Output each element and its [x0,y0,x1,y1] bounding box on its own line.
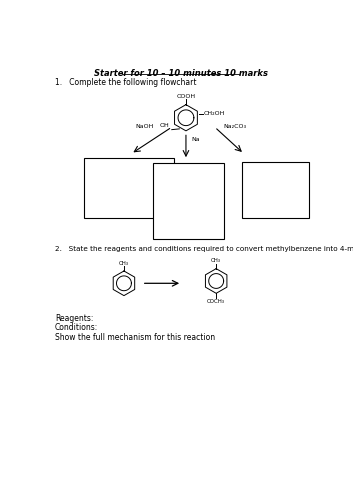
Text: Conditions:: Conditions: [55,324,98,332]
Bar [84,158,174,218]
Text: Reagents:: Reagents: [55,314,93,323]
Text: CH₃: CH₃ [211,258,221,264]
Text: Starter for 10 – 10 minutes 10 marks: Starter for 10 – 10 minutes 10 marks [94,69,268,78]
Text: Show the full mechanism for this reaction: Show the full mechanism for this reactio… [55,332,215,342]
Bar [152,163,224,238]
Text: CH₂OH: CH₂OH [204,112,225,116]
Text: NaOH: NaOH [136,124,154,130]
Text: Na: Na [191,137,200,142]
Text: 2.   State the reagents and conditions required to convert methylbenzene into 4-: 2. State the reagents and conditions req… [55,246,353,252]
Bar [242,162,309,218]
Text: CH₃: CH₃ [119,260,129,266]
Text: OH: OH [159,123,169,128]
Text: COOH: COOH [176,94,196,98]
Text: COCH₃: COCH₃ [207,298,225,304]
Text: 1.   Complete the following flowchart: 1. Complete the following flowchart [55,78,197,88]
Text: Na₂CO₃: Na₂CO₃ [223,124,246,130]
